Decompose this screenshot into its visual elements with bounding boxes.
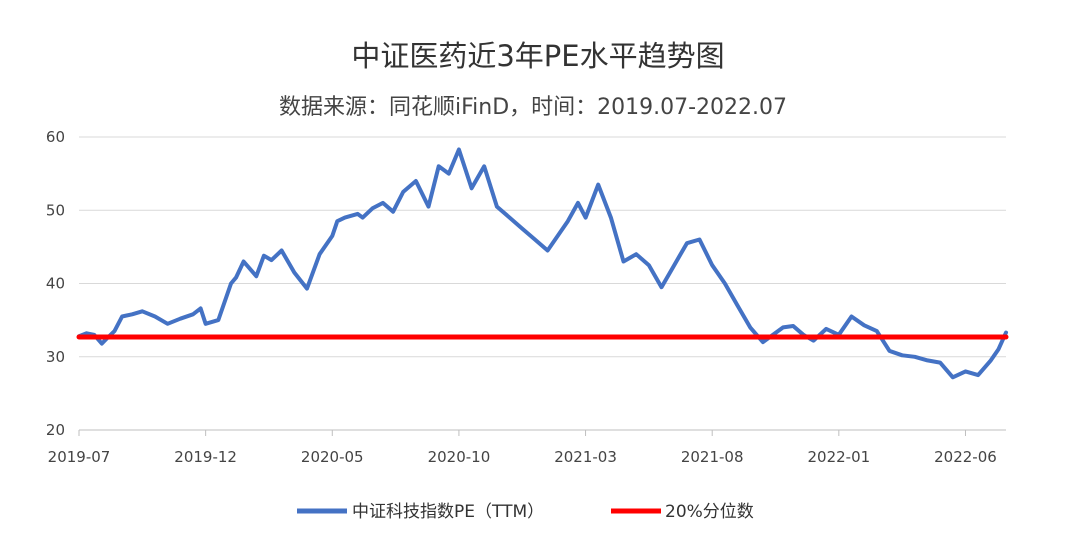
x-tick-label: 2022-01 [807,448,870,466]
x-tick-label: 2020-05 [301,448,364,466]
x-tick-label: 2019-12 [174,448,237,466]
plot-area [76,147,1009,380]
gridlines [79,136,1006,431]
x-tick-label: 2022-06 [934,448,997,466]
x-tick-label: 2019-07 [48,448,111,466]
x-axis-ticks: 2019-07 2019-12 2020-05 2020-10 2021-03 2021-… [48,430,997,466]
y-tick-label: 30 [46,348,65,366]
legend-label-percentile: 20%分位数 [665,502,754,522]
chart-subtitle: 数据来源：同花顺iFinD，时间：2019.07-2022.07 [279,95,787,120]
x-tick-label: 2020-10 [428,448,491,466]
chart-title: 中证医药近3年PE水平趋势图 [351,39,724,73]
y-axis-ticks: 60 50 40 30 20 [46,128,65,439]
y-tick-label: 60 [46,128,65,146]
x-tick-label: 2021-03 [554,448,617,466]
y-tick-label: 50 [46,201,65,219]
x-tick-label: 2021-08 [681,448,744,466]
legend-label-pe: 中证科技指数PE（TTM） [352,502,544,522]
pe-series-line [77,147,1008,380]
y-tick-label: 40 [46,275,65,293]
legend: 中证科技指数PE（TTM） 20%分位数 [297,502,754,522]
y-tick-label: 20 [46,421,65,439]
